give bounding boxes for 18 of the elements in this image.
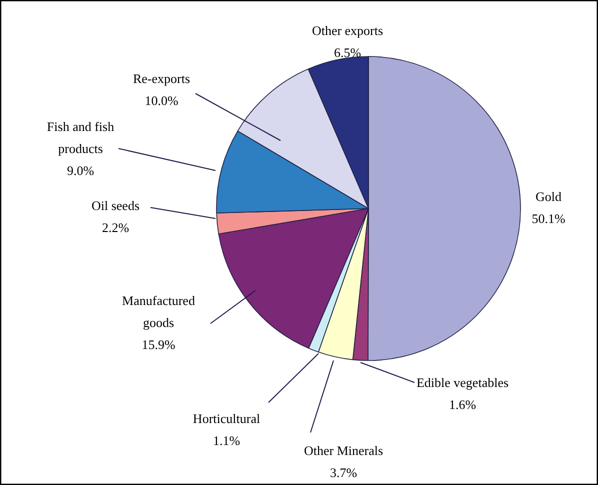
slice-label: Other exports: [312, 23, 384, 38]
data-label: 10.0%: [144, 93, 178, 108]
data-label: 50.1%: [532, 211, 566, 226]
slice-label: Other Minerals: [304, 443, 384, 458]
data-label: 6.5%: [334, 45, 362, 60]
slice-label: Manufactured goods: [122, 293, 196, 330]
data-label: 9.0%: [66, 163, 94, 178]
slice-label: Oil seeds: [91, 198, 140, 213]
slice-label: Gold: [536, 189, 562, 204]
data-label: 1.1%: [212, 433, 240, 448]
data-label: 15.9%: [142, 337, 176, 352]
slice-label: Re-exports: [132, 71, 190, 86]
slice-label: Edible vegetables: [416, 375, 509, 390]
data-label: 2.2%: [102, 220, 130, 235]
data-label: 1.6%: [448, 397, 476, 412]
slice-label: Fish and fish products: [46, 119, 115, 156]
slice-label: Horticultural: [192, 411, 260, 426]
data-label: 3.7%: [330, 465, 358, 480]
